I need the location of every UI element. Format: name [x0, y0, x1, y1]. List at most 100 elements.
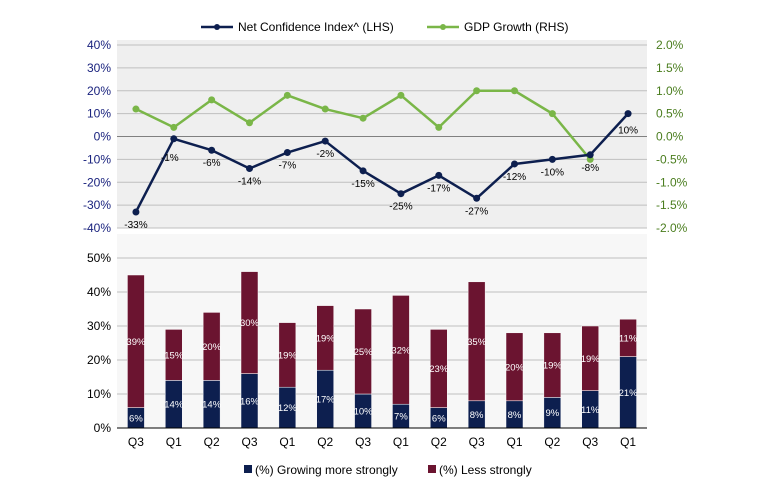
bar-less-strongly: [278, 322, 297, 388]
gdp-growth-point: [321, 105, 329, 113]
bar-label-less-strongly: 39%: [126, 337, 146, 348]
bar-less-strongly: [240, 271, 259, 374]
confidence-data-label: -7%: [278, 161, 296, 172]
bar-label-less-strongly: 11%: [619, 333, 638, 344]
confidence-data-label: 10%: [618, 126, 638, 137]
confidence-index-point: [624, 110, 632, 118]
x-axis-category-label: Q2: [431, 435, 447, 449]
gdp-growth-point: [548, 110, 556, 118]
bar-label-growing-more-strongly: 6%: [129, 413, 143, 424]
left-axis-tick-label: 20%: [87, 84, 111, 98]
legend-marker-gdp: [440, 24, 446, 30]
bar-axis-tick-label: 30%: [87, 319, 111, 333]
right-axis-tick-label: 2.0%: [656, 38, 684, 52]
bar-label-growing-more-strongly: 11%: [581, 405, 600, 416]
legend-label-confidence: Net Confidence Index^ (LHS): [238, 20, 394, 34]
bar-label-less-strongly: 19%: [543, 361, 563, 372]
bar-less-strongly: [165, 329, 183, 381]
confidence-data-label: -33%: [124, 220, 147, 231]
confidence-data-label: -1%: [161, 153, 179, 164]
x-axis-category-label: Q2: [317, 435, 333, 449]
right-axis-tick-label: -1.5%: [656, 198, 688, 212]
legend-label-gdp: GDP Growth (RHS): [464, 20, 568, 34]
confidence-data-label: -25%: [389, 202, 412, 213]
legend-swatch-growing-more-strongly: [244, 465, 252, 473]
bar-less-strongly: [430, 329, 448, 408]
x-axis-category-label: Q1: [620, 435, 636, 449]
bar-label-growing-more-strongly: 16%: [240, 396, 260, 407]
bar-label-growing-more-strongly: 14%: [202, 400, 222, 411]
left-axis-tick-label: -20%: [83, 175, 111, 189]
x-axis-category-label: Q1: [166, 435, 182, 449]
confidence-index-point: [321, 137, 329, 145]
confidence-data-label: -15%: [351, 179, 374, 190]
bar-axis-tick-label: 0%: [94, 421, 112, 435]
x-axis-category-label: Q1: [393, 435, 409, 449]
bar-label-less-strongly: 19%: [278, 350, 298, 361]
x-axis-category-label: Q1: [506, 435, 522, 449]
gdp-growth-point: [397, 91, 405, 99]
confidence-index-line: [134, 112, 629, 213]
bar-label-less-strongly: 20%: [505, 362, 525, 373]
confidence-data-label: -12%: [503, 172, 526, 183]
bar-label-less-strongly: 19%: [581, 354, 601, 365]
bar-axis-tick-label: 50%: [87, 251, 111, 265]
x-axis-category-label: Q3: [469, 435, 485, 449]
bar-label-growing-more-strongly: 8%: [470, 410, 484, 421]
confidence-index-point: [208, 146, 216, 154]
gdp-growth-point: [170, 123, 178, 131]
bar-label-growing-more-strongly: 10%: [354, 407, 374, 418]
confidence-index-point: [435, 171, 443, 179]
confidence-index-point: [359, 167, 367, 175]
right-axis-tick-label: 1.5%: [656, 61, 684, 75]
bar-label-growing-more-strongly: 12%: [278, 403, 298, 414]
bar-label-less-strongly: 32%: [391, 345, 411, 356]
bar-less-strongly: [392, 295, 410, 405]
confidence-index-point: [586, 151, 594, 159]
bar-less-strongly: [202, 312, 221, 381]
bar-label-growing-more-strongly: 6%: [432, 413, 446, 424]
bar-label-less-strongly: 30%: [240, 318, 260, 329]
gdp-growth-point: [246, 119, 253, 127]
gdp-growth-point: [132, 105, 140, 113]
gdp-growth-point: [435, 123, 443, 131]
bar-label-less-strongly: 35%: [467, 337, 487, 348]
bar-less-strongly: [467, 281, 486, 402]
gdp-growth-point: [208, 96, 216, 104]
right-axis-tick-label: 1.0%: [656, 84, 684, 98]
bar-label-growing-more-strongly: 14%: [164, 400, 184, 411]
legend-label-growing-more-strongly: (%) Growing more strongly: [255, 463, 398, 477]
bar-less-strongly: [619, 318, 637, 357]
x-axis-category-label: Q1: [279, 435, 295, 449]
bar-label-less-strongly: 19%: [316, 333, 336, 344]
left-axis-tick-label: 0%: [94, 130, 112, 144]
confidence-index-point: [473, 194, 481, 202]
bar-label-less-strongly: 20%: [202, 342, 222, 353]
right-axis-tick-label: 0.0%: [656, 130, 684, 144]
confidence-data-label: -17%: [427, 183, 450, 194]
left-axis-tick-label: 40%: [87, 38, 111, 52]
bar-label-growing-more-strongly: 8%: [508, 410, 522, 421]
bar-less-strongly: [543, 332, 562, 398]
confidence-index-point: [511, 160, 518, 168]
legend-marker-confidence: [214, 24, 220, 30]
bar-axis-tick-label: 20%: [87, 353, 111, 367]
confidence-data-label: -14%: [238, 177, 261, 188]
left-axis-tick-label: 30%: [87, 61, 111, 75]
bar-label-less-strongly: 15%: [164, 350, 184, 361]
x-axis-category-label: Q3: [582, 435, 598, 449]
confidence-index-point: [132, 208, 140, 216]
bar-label-growing-more-strongly: 21%: [619, 388, 639, 399]
bar-label-less-strongly: 25%: [354, 347, 374, 358]
confidence-index-point: [170, 135, 178, 143]
right-axis-tick-label: -2.0%: [656, 221, 688, 235]
x-axis-category-label: Q2: [544, 435, 560, 449]
confidence-data-label: -6%: [203, 158, 221, 169]
gdp-growth-point: [511, 87, 518, 95]
confidence-index-point: [548, 155, 556, 163]
confidence-data-label: -8%: [581, 163, 599, 174]
gdp-growth-point: [473, 87, 481, 95]
bar-less-strongly: [127, 274, 145, 408]
left-axis-tick-label: -10%: [83, 152, 111, 166]
